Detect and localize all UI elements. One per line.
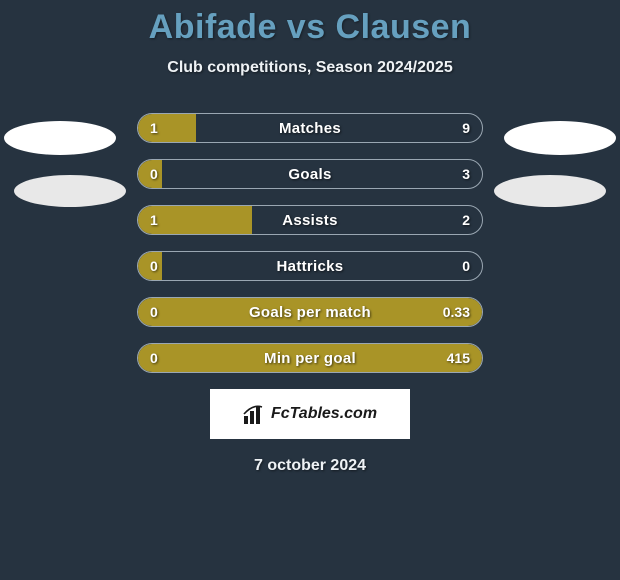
stat-label: Min per goal bbox=[138, 344, 482, 372]
stat-rows-container: 19Matches 03Goals 12Assists 00Hattricks 00.3… bbox=[137, 113, 483, 373]
player-left-avatar-1 bbox=[4, 121, 116, 155]
comparison-subtitle: Club competitions, Season 2024/2025 bbox=[0, 59, 620, 77]
stat-label: Goals bbox=[138, 160, 482, 188]
stats-area: 19Matches 03Goals 12Assists 00Hattricks 00.3… bbox=[0, 113, 620, 373]
stat-label: Assists bbox=[138, 206, 482, 234]
player-right-avatar-1 bbox=[504, 121, 616, 155]
snapshot-date: 7 october 2024 bbox=[0, 457, 620, 475]
player-right-avatar-2 bbox=[494, 175, 606, 207]
stat-row: 00Hattricks bbox=[137, 251, 483, 281]
bar-chart-icon bbox=[243, 404, 265, 424]
stat-label: Goals per match bbox=[138, 298, 482, 326]
stat-row: 12Assists bbox=[137, 205, 483, 235]
player-left-avatar-2 bbox=[14, 175, 126, 207]
stat-label: Matches bbox=[138, 114, 482, 142]
comparison-title: Abifade vs Clausen bbox=[0, 8, 620, 47]
stat-row: 03Goals bbox=[137, 159, 483, 189]
stat-row: 19Matches bbox=[137, 113, 483, 143]
stat-row: 0415Min per goal bbox=[137, 343, 483, 373]
stat-row: 00.33Goals per match bbox=[137, 297, 483, 327]
stat-label: Hattricks bbox=[138, 252, 482, 280]
logo-text: FcTables.com bbox=[271, 405, 377, 423]
fctables-logo: FcTables.com bbox=[210, 389, 410, 439]
